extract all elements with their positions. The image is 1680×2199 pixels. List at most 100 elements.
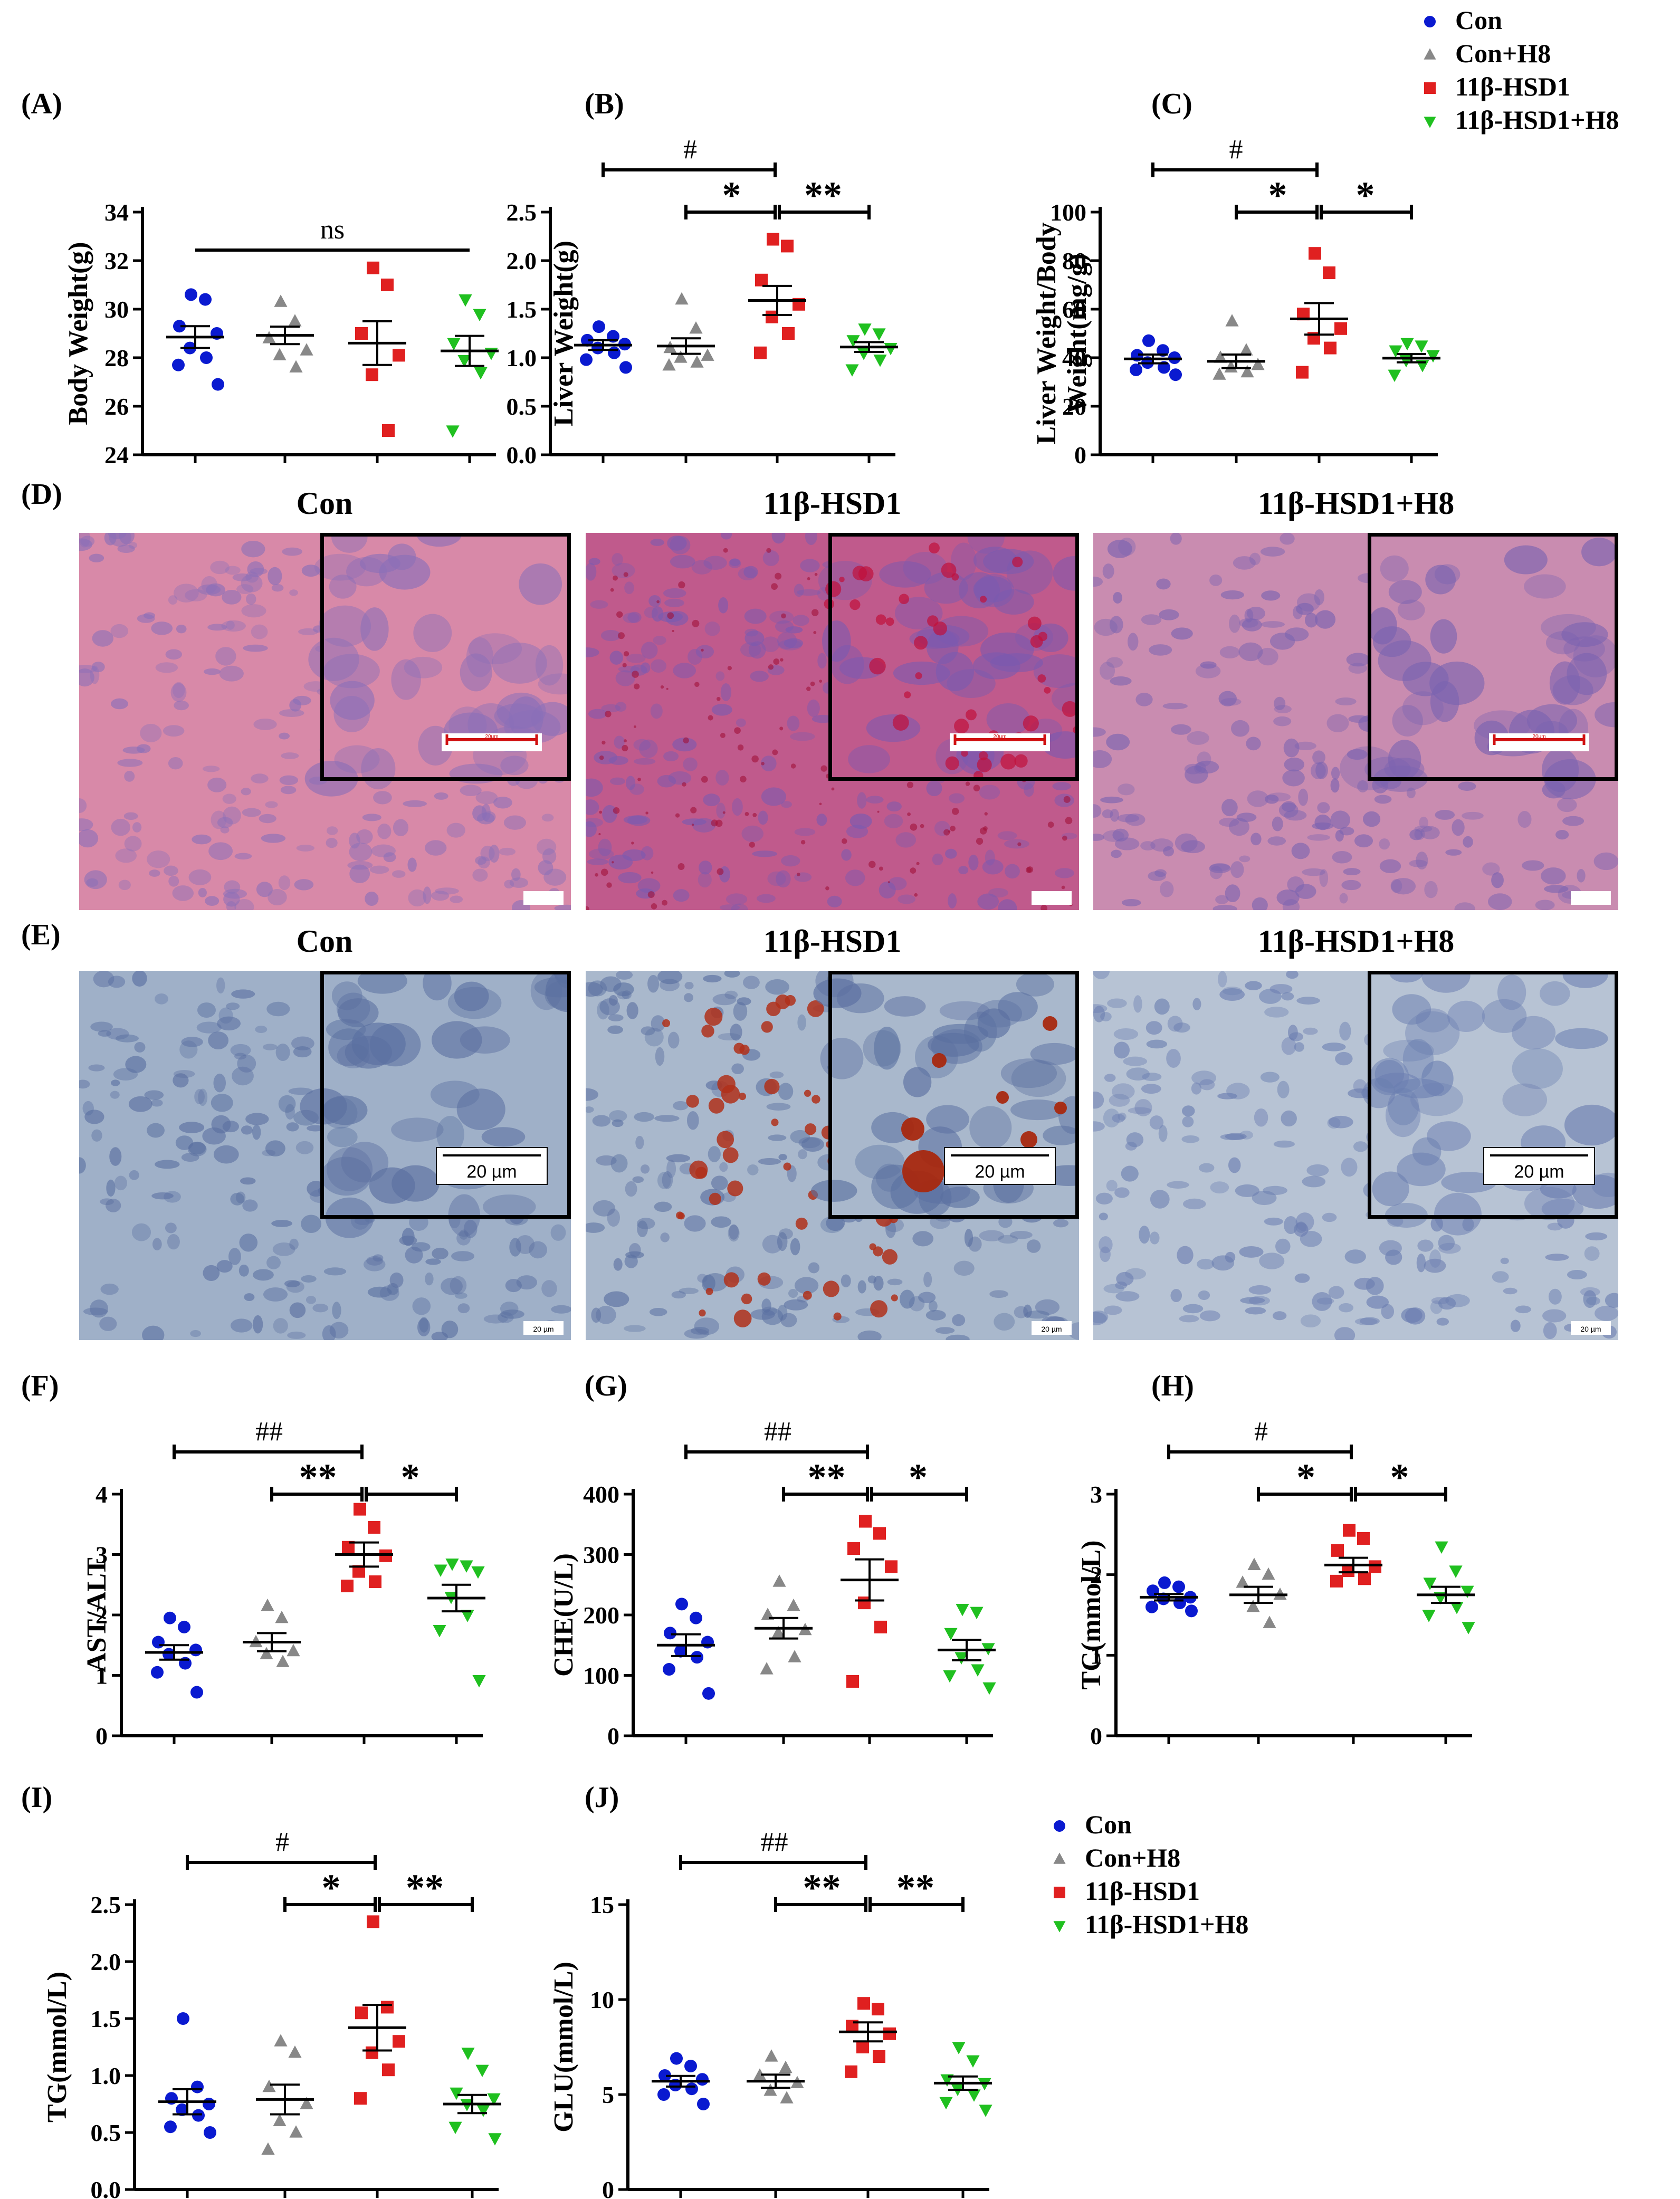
inset-nucleus xyxy=(998,992,1038,1022)
data-point-F-3 xyxy=(433,1625,446,1638)
nucleus xyxy=(778,1083,794,1100)
nucleus xyxy=(1004,839,1029,849)
nucleus xyxy=(106,1179,116,1197)
nucleus xyxy=(1335,697,1357,706)
lipid-droplet xyxy=(699,1309,706,1317)
inset-nucleus xyxy=(538,673,571,695)
nucleus xyxy=(781,855,800,867)
nucleus xyxy=(841,849,852,861)
significance-J-1-label: ** xyxy=(803,1867,841,1909)
data-point-J-0 xyxy=(685,2082,698,2096)
data-point-C-1 xyxy=(1224,360,1238,372)
inset-nucleus xyxy=(1447,1000,1485,1032)
data-point-B-2 xyxy=(754,346,767,359)
nucleus xyxy=(1374,795,1392,804)
nucleus xyxy=(1544,885,1569,893)
nucleus xyxy=(1280,533,1295,545)
nucleus xyxy=(1149,644,1172,656)
scale-bar-text: 20 µm xyxy=(1580,1325,1601,1333)
nucleus xyxy=(977,893,999,910)
nucleus xyxy=(879,881,896,899)
nucleus xyxy=(1259,1253,1285,1269)
nucleus xyxy=(1458,781,1476,791)
nucleus xyxy=(1024,783,1034,797)
nucleus xyxy=(90,1299,108,1318)
nucleus xyxy=(301,565,320,577)
nucleus xyxy=(298,628,319,635)
nucleus xyxy=(1264,795,1279,804)
nucleus xyxy=(659,979,680,991)
lipid-droplet xyxy=(781,613,786,619)
data-point-A-2 xyxy=(366,368,378,381)
inset-nucleus xyxy=(1564,1104,1618,1146)
nucleus xyxy=(475,856,487,865)
inset-nucleus xyxy=(323,654,380,689)
nucleus xyxy=(1416,852,1428,870)
nucleus xyxy=(1191,1070,1217,1086)
data-point-G-0 xyxy=(690,1611,702,1624)
nucleus xyxy=(1229,614,1240,633)
nucleus xyxy=(747,1164,759,1175)
lipid-droplet xyxy=(951,808,959,815)
data-point-G-3 xyxy=(944,1628,958,1641)
inset-nucleus xyxy=(1388,580,1422,604)
nucleus xyxy=(301,1215,322,1234)
data-point-I-2 xyxy=(367,1915,379,1928)
nucleus xyxy=(1312,1292,1332,1311)
nucleus xyxy=(450,895,463,903)
nucleus xyxy=(450,1276,467,1295)
nucleus xyxy=(111,1079,120,1086)
y-axis-label-F: AST/ALT xyxy=(82,1557,112,1672)
nucleus xyxy=(393,819,409,837)
nucleus xyxy=(493,796,512,809)
nucleus xyxy=(1517,811,1532,828)
lipid-droplet xyxy=(723,1272,739,1288)
nucleus xyxy=(1381,1304,1395,1320)
nucleus xyxy=(888,877,907,891)
nucleus xyxy=(1118,783,1135,796)
nucleus xyxy=(1109,1094,1130,1107)
lipid-droplet xyxy=(633,725,636,728)
data-point-I-1 xyxy=(288,2045,302,2058)
nucleus xyxy=(626,1002,638,1019)
significance-C-2-label: * xyxy=(1356,174,1375,216)
data-point-H-3 xyxy=(1450,1602,1464,1614)
lipid-droplet xyxy=(722,1147,739,1163)
nucleus xyxy=(1254,1108,1268,1127)
data-point-B-2 xyxy=(767,233,779,246)
nucleus xyxy=(1247,790,1269,807)
panel-label-E: (E) xyxy=(21,919,61,951)
inset-nucleus xyxy=(391,659,421,700)
panel-label-I: (I) xyxy=(21,1781,52,1814)
nucleus xyxy=(586,818,603,827)
nucleus xyxy=(472,868,488,882)
nucleus xyxy=(1100,796,1123,804)
nucleus xyxy=(244,1293,255,1302)
inset-nucleus xyxy=(392,1165,440,1202)
nucleus xyxy=(1577,868,1586,883)
lipid-droplet xyxy=(613,807,620,814)
nucleus xyxy=(1125,813,1146,826)
lipid-droplet xyxy=(783,1162,791,1171)
nucleus xyxy=(841,1274,851,1288)
nucleus xyxy=(928,1300,938,1312)
lipid-droplet xyxy=(734,727,741,734)
nucleus xyxy=(591,1307,602,1323)
nucleus xyxy=(1269,984,1293,994)
data-point-F-0 xyxy=(152,1636,165,1649)
nucleus xyxy=(1133,995,1142,1013)
inset-nucleus xyxy=(361,748,396,790)
micrograph-E-11b-hsd1-h8: 20 µm 20 µm xyxy=(1093,971,1618,1340)
nucleus xyxy=(679,1287,699,1294)
nucleus xyxy=(886,801,902,812)
inset-nucleus xyxy=(820,1038,864,1079)
nucleus xyxy=(622,849,646,862)
nucleus xyxy=(1211,1255,1235,1271)
inset-lipid-droplet xyxy=(979,751,988,761)
nucleus xyxy=(144,612,156,619)
nucleus xyxy=(988,888,1008,898)
data-point-H-2 xyxy=(1343,1524,1356,1537)
nucleus xyxy=(698,872,712,888)
lipid-droplet xyxy=(717,1075,736,1094)
